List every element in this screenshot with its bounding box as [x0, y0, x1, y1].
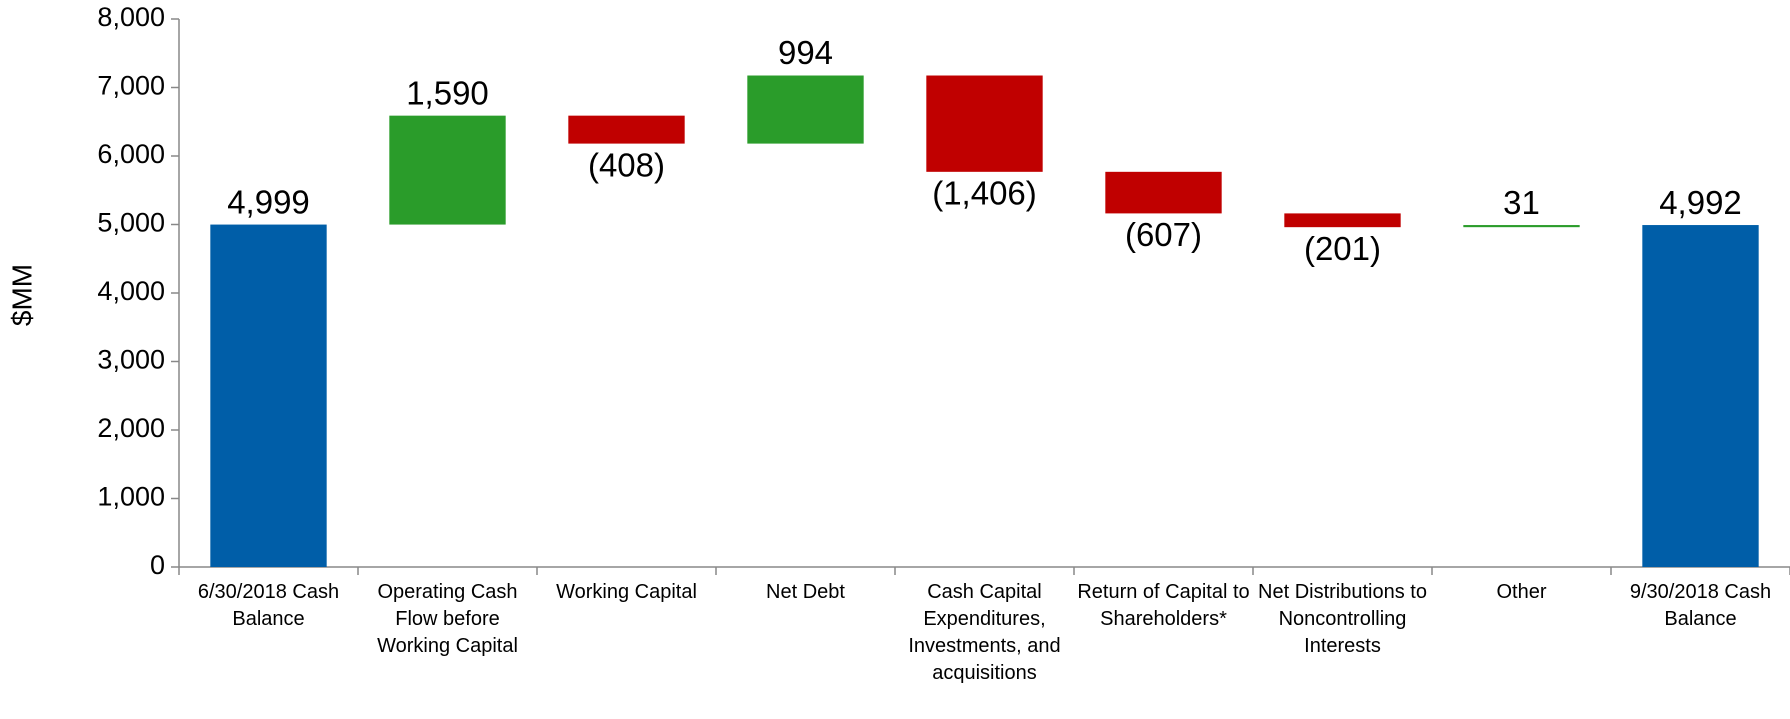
bar	[1105, 171, 1222, 214]
x-tick-label: Net Debt	[766, 581, 845, 603]
bar	[568, 115, 685, 144]
x-tick-label: Net Distributions to Noncontrolling Inte…	[1258, 581, 1427, 657]
bar	[1284, 213, 1401, 228]
bar	[747, 75, 864, 144]
x-tick-label: 6/30/2018 Cash Balance	[197, 581, 340, 630]
y-tick-label: 5,000	[97, 208, 165, 238]
bar	[210, 224, 327, 568]
x-tick-label: Working Capital	[556, 581, 697, 603]
bar	[389, 115, 506, 225]
x-tick-label: Cash Capital Expenditures, Investments, …	[908, 581, 1061, 684]
data-label: 31	[1503, 184, 1540, 221]
data-label: (607)	[1125, 216, 1202, 253]
y-tick-label: 2,000	[97, 413, 165, 443]
data-label: (201)	[1304, 230, 1381, 267]
y-tick-label: 8,000	[97, 2, 165, 32]
y-tick-label: 6,000	[97, 139, 165, 169]
y-tick-label: 0	[150, 550, 165, 580]
data-label: 994	[778, 34, 833, 71]
data-label: 4,999	[227, 183, 310, 220]
x-tick-label: Operating Cash Flow before Working Capit…	[377, 581, 518, 657]
data-label: (1,406)	[932, 175, 1037, 212]
y-tick-label: 1,000	[97, 482, 165, 512]
y-axis-label: $MM	[6, 264, 37, 326]
data-label: (408)	[588, 146, 665, 183]
x-tick-label: Return of Capital to Shareholders*	[1077, 581, 1250, 630]
y-tick-label: 4,000	[97, 276, 165, 306]
y-tick-label: 7,000	[97, 71, 165, 101]
data-label: 4,992	[1659, 184, 1742, 221]
bar	[1642, 225, 1759, 567]
y-tick-label: 3,000	[97, 345, 165, 375]
bar	[926, 75, 1043, 172]
x-tick-label: 9/30/2018 Cash Balance	[1629, 581, 1772, 630]
bar	[1463, 225, 1580, 228]
x-tick-label: Other	[1496, 581, 1547, 603]
data-label: 1,590	[406, 74, 489, 111]
